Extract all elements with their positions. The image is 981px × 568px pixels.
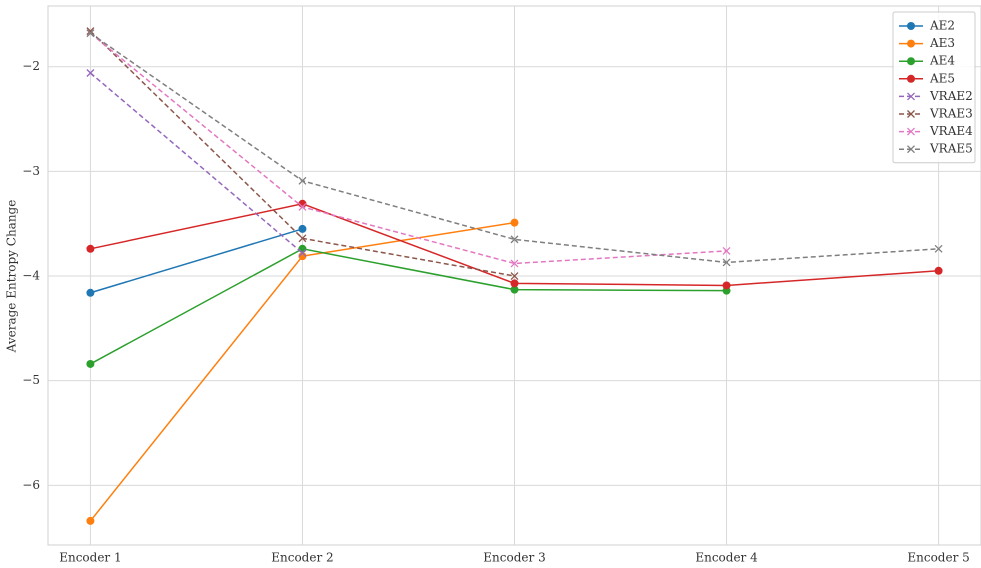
marker — [86, 359, 95, 368]
marker — [934, 266, 943, 275]
marker — [510, 218, 519, 227]
marker — [86, 244, 95, 253]
marker — [907, 145, 915, 154]
marker — [510, 259, 519, 268]
marker — [907, 57, 915, 66]
marker — [86, 29, 95, 38]
legend-label: AE4 — [929, 54, 955, 68]
series-line — [89, 32, 727, 265]
x-tick-label: Encoder 4 — [695, 551, 758, 565]
legend-label: VRAE4 — [929, 124, 973, 138]
y-tick-label: −2 — [22, 59, 40, 73]
x-tick-label: Encoder 3 — [483, 551, 545, 565]
y-tick-label: −6 — [22, 478, 40, 492]
marker — [934, 244, 943, 253]
marker — [298, 234, 307, 243]
legend-label: VRAE2 — [929, 89, 973, 103]
marker — [510, 235, 519, 244]
series-line — [90, 248, 727, 365]
marker — [907, 110, 915, 118]
y-tick-label: −4 — [22, 269, 40, 283]
legend-box — [892, 11, 976, 164]
marker — [298, 202, 307, 211]
marker — [298, 244, 307, 253]
legend-label: VRAE5 — [929, 142, 973, 156]
marker — [510, 272, 519, 280]
marker — [86, 69, 95, 77]
legend-label: AE5 — [929, 71, 955, 85]
marker — [907, 127, 915, 136]
marker — [298, 176, 307, 185]
marker — [86, 516, 95, 525]
marker — [298, 249, 307, 257]
legend: AE2 AE3 AE4 AE5 VRAE2 VRAE3 VRAE4 VRAE5 — [892, 11, 976, 164]
marker — [907, 39, 915, 48]
marker — [86, 288, 95, 297]
legend-label: VRAE3 — [929, 107, 973, 121]
marker — [298, 224, 307, 233]
legend-label: AE3 — [929, 36, 955, 50]
x-tick-label: Encoder 1 — [59, 551, 121, 565]
marker — [86, 27, 95, 36]
marker — [510, 285, 519, 294]
marker — [722, 246, 731, 255]
marker — [907, 22, 915, 30]
marker — [510, 279, 519, 288]
y-axis-label: Average Entropy Change — [5, 200, 19, 354]
marker — [907, 92, 915, 101]
marker — [907, 74, 915, 83]
series-line — [89, 32, 939, 264]
marker — [722, 281, 731, 290]
marker — [722, 258, 731, 267]
y-tick-label: −5 — [22, 373, 40, 387]
series-line — [89, 72, 303, 254]
y-tick-label: −3 — [22, 164, 40, 178]
x-tick-label: Encoder 2 — [271, 551, 333, 565]
legend-label: AE2 — [929, 19, 955, 33]
series-line — [90, 228, 303, 294]
x-tick-label: Encoder 5 — [907, 551, 969, 565]
